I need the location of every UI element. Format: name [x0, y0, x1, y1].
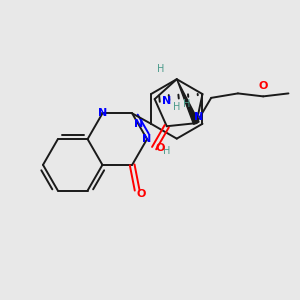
- Text: H: H: [163, 146, 170, 156]
- Polygon shape: [177, 79, 199, 124]
- Text: N: N: [134, 119, 143, 129]
- Text: H: H: [173, 102, 180, 112]
- Text: O: O: [155, 143, 165, 153]
- Text: O: O: [259, 82, 268, 92]
- Text: N: N: [194, 112, 203, 122]
- Text: H: H: [157, 64, 165, 74]
- Text: N: N: [142, 134, 152, 144]
- Text: O: O: [136, 189, 146, 199]
- Text: H: H: [183, 99, 190, 109]
- Text: N: N: [98, 108, 107, 118]
- Text: N: N: [162, 96, 171, 106]
